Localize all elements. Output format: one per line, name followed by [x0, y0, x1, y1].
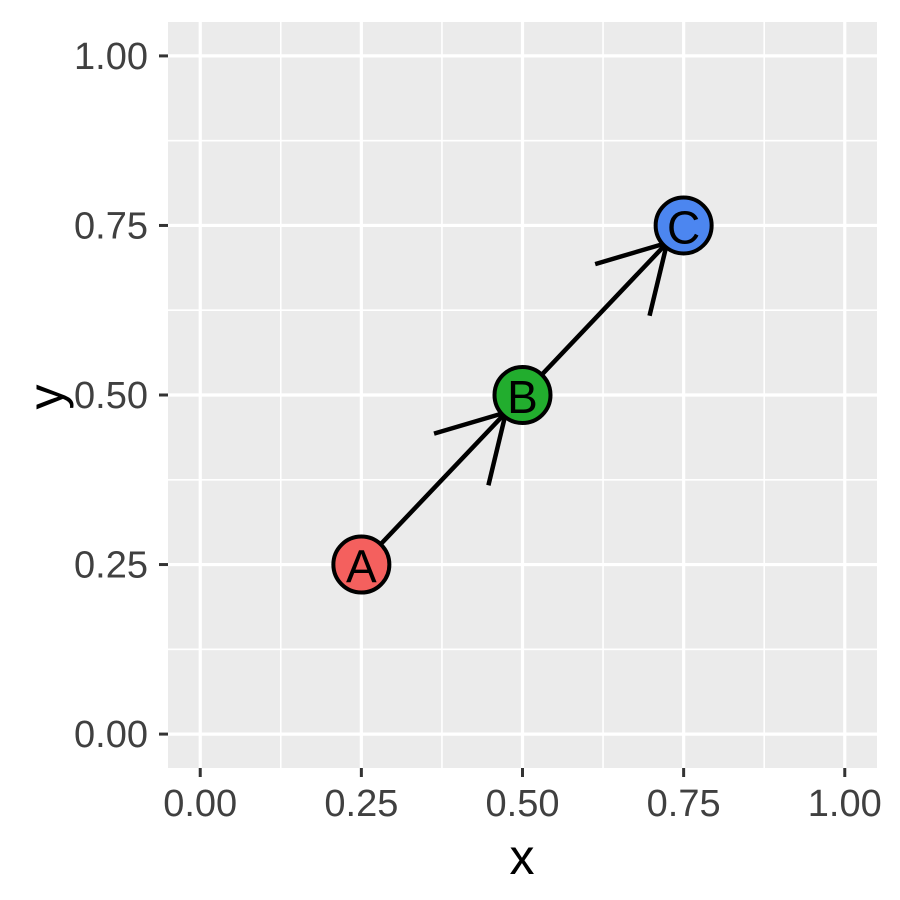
y-tick-label: 0.00 — [74, 714, 148, 756]
y-axis-title: y — [18, 384, 74, 410]
arrowhead-barb — [486, 411, 509, 486]
point-C — [653, 195, 714, 256]
point-B — [492, 365, 553, 425]
point-group-C: C — [653, 195, 714, 256]
arrow-shaft — [520, 241, 669, 397]
y-tick-label: 0.75 — [74, 205, 148, 247]
y-tick-label: 0.25 — [74, 545, 148, 587]
point-group-B: B — [492, 365, 553, 425]
x-tick-label: 1.00 — [808, 783, 882, 825]
point-label-C: C — [667, 201, 700, 253]
y-tick-label: 1.00 — [74, 36, 148, 78]
arrow-B-C — [520, 240, 670, 397]
point-group-A: A — [331, 534, 392, 595]
point-label-A: A — [346, 540, 377, 592]
arrow-shaft — [359, 410, 508, 567]
x-axis-title: x — [509, 829, 535, 885]
point-label-B: B — [507, 371, 538, 423]
arrow-A-B — [359, 410, 509, 567]
y-tick-label: 0.50 — [74, 375, 148, 417]
arrowhead-barb — [433, 410, 507, 436]
arrowhead-barb — [594, 240, 668, 267]
x-tick-label: 0.00 — [163, 783, 237, 825]
x-tick-label: 0.50 — [486, 783, 560, 825]
x-tick-label: 0.75 — [647, 783, 721, 825]
arrowhead-barb — [647, 242, 670, 317]
point-A — [331, 534, 392, 595]
x-tick-label: 0.25 — [324, 783, 398, 825]
